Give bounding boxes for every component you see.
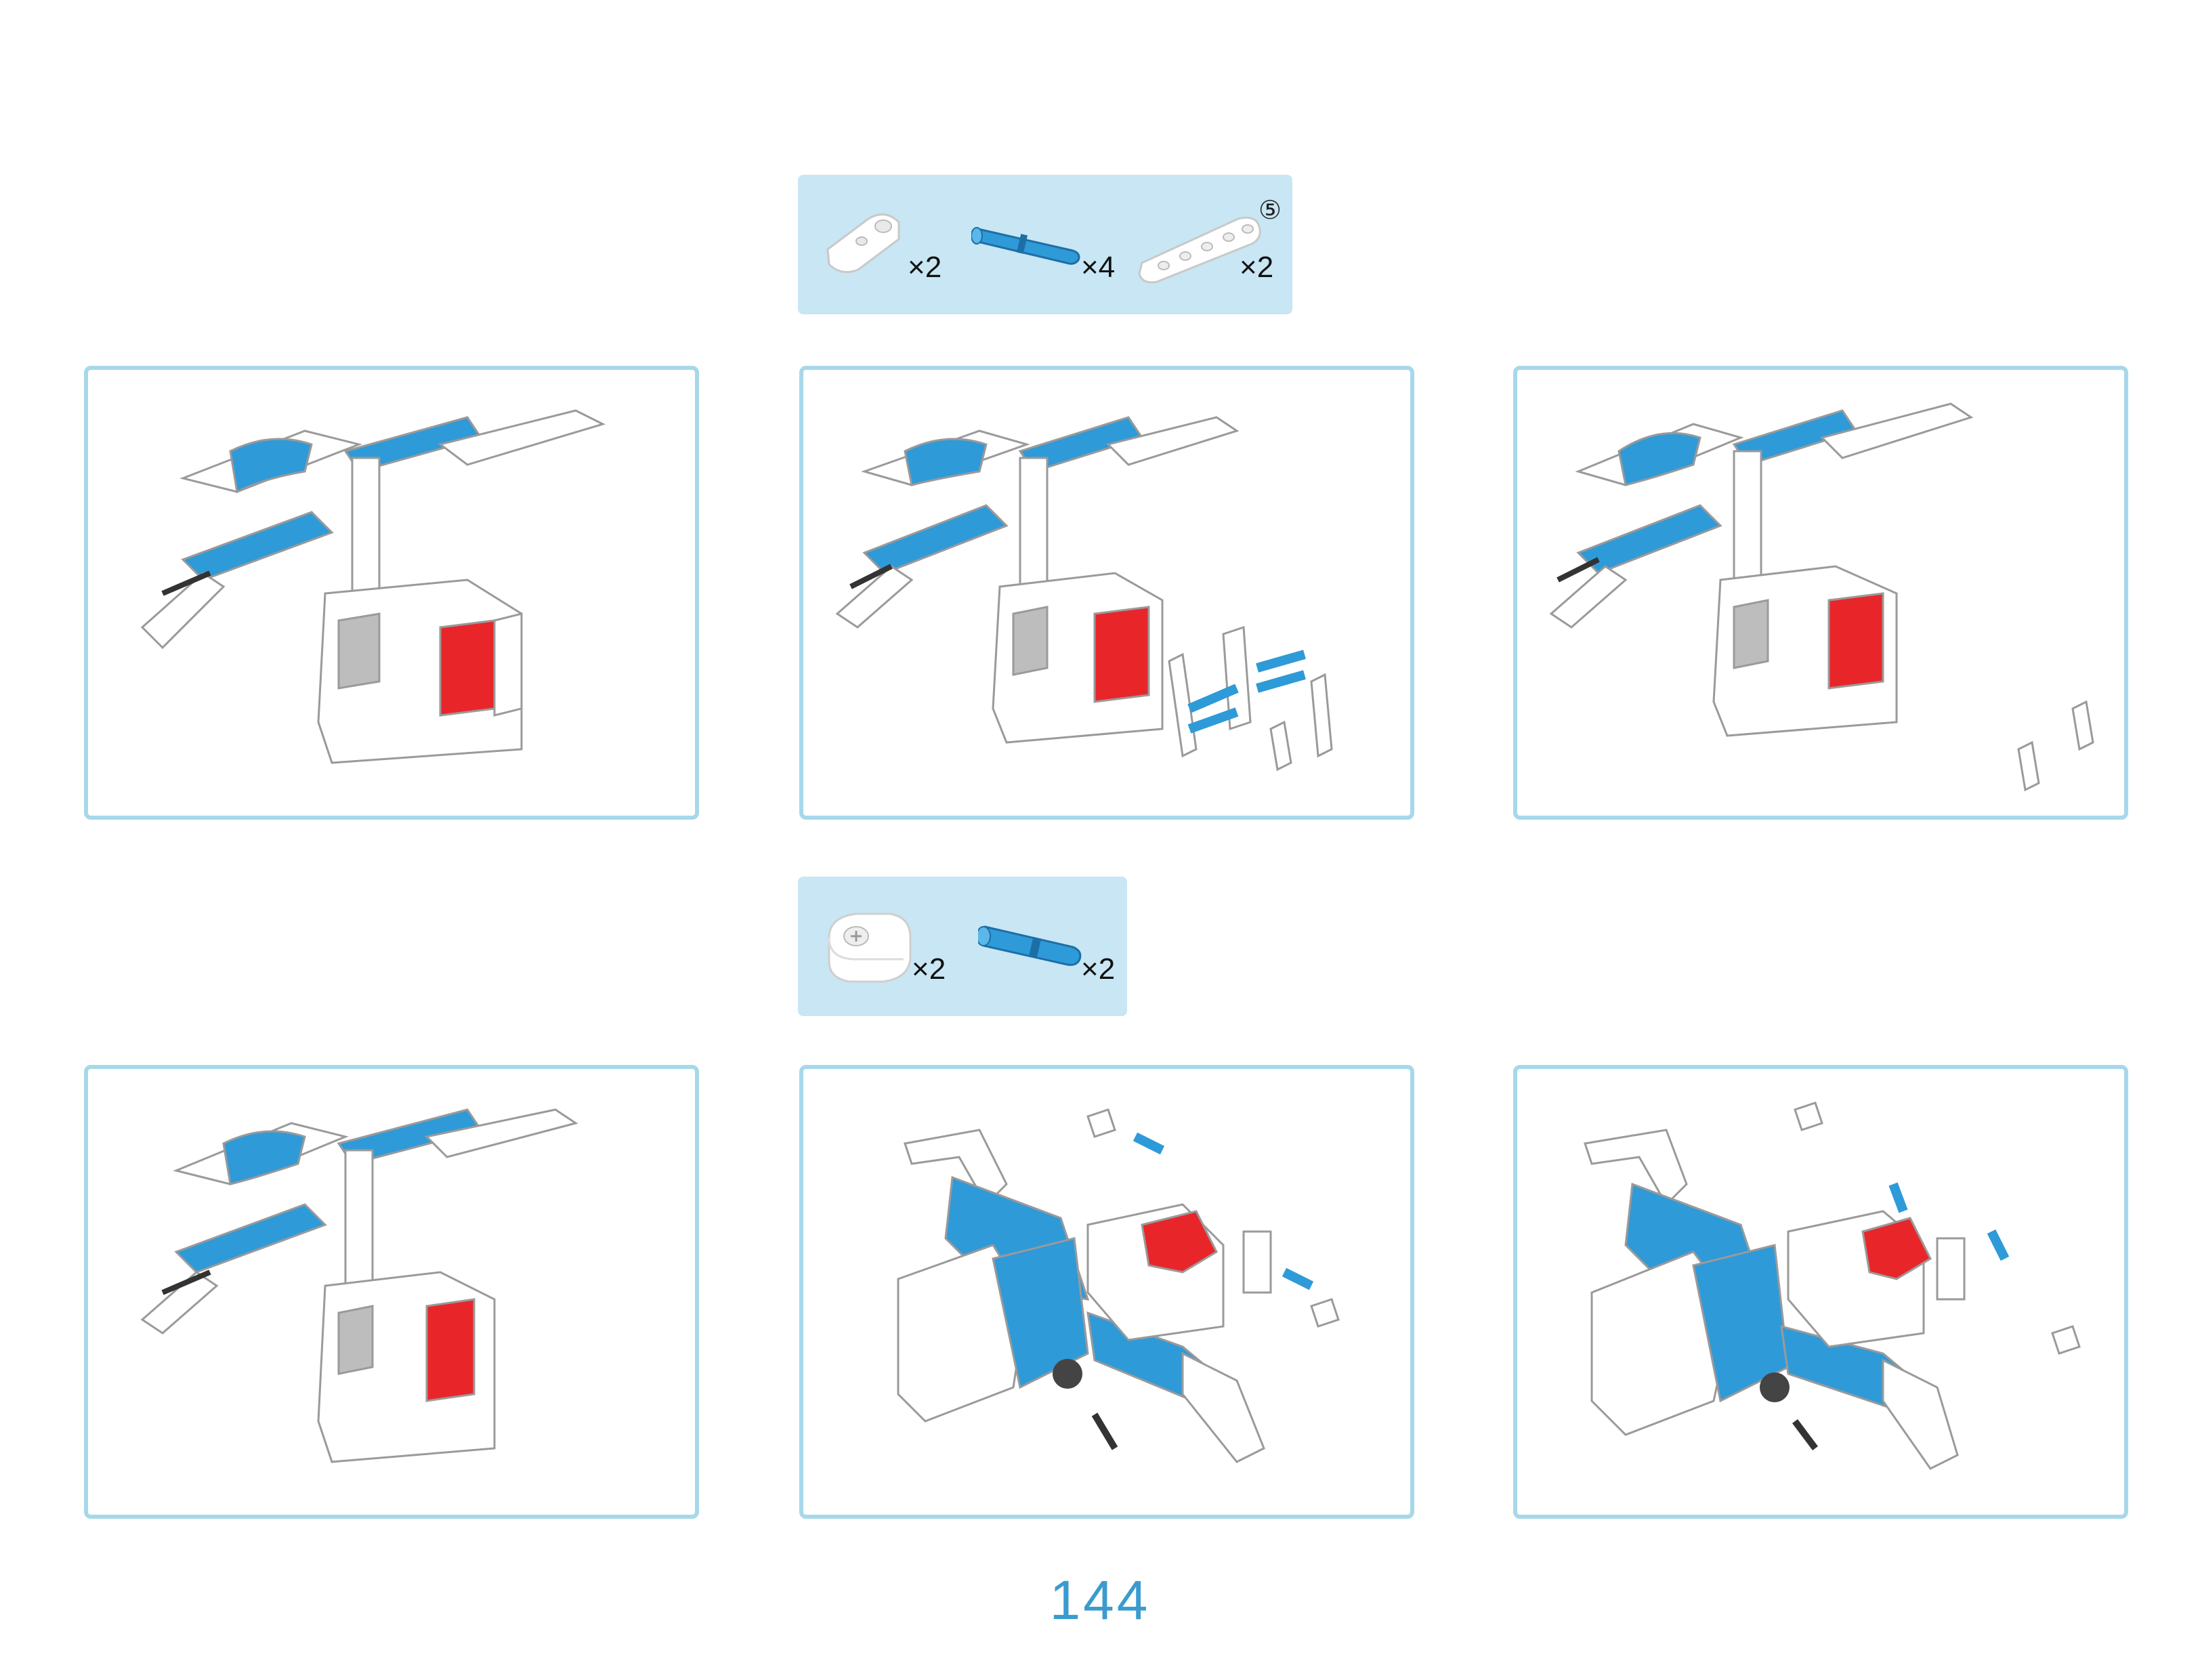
robot-assembly-illustration [1584, 1101, 2081, 1470]
robot-assembly-illustration [140, 1108, 578, 1463]
step-panel-1 [84, 366, 699, 820]
parts-box-bottom: ×2 ×2 [798, 877, 1127, 1016]
white-liftarm-5-icon [1138, 216, 1261, 283]
parts-box-top: ×2 ×4 ⑤ ×2 [798, 175, 1292, 314]
robot-assembly-illustration [835, 416, 1333, 772]
page-number: 144 [1049, 1570, 1151, 1631]
part-quantity: ×2 [1081, 952, 1116, 986]
step-panel-2 [799, 366, 1414, 820]
blue-axle-pin-icon [971, 227, 1080, 265]
part-quantity: ×2 [912, 952, 946, 986]
step-panel-5 [799, 1065, 1414, 1519]
white-cross-connector-icon [828, 912, 912, 983]
robot-assembly-illustration [897, 1108, 1340, 1463]
step-panel-4 [84, 1065, 699, 1519]
part-quantity: ×2 [908, 251, 942, 284]
step-panel-3 [1513, 366, 2128, 820]
blue-friction-pin-icon [978, 925, 1082, 966]
robot-assembly-illustration [1549, 402, 2094, 792]
part-quantity: ×4 [1081, 251, 1116, 284]
step-panel-6 [1513, 1065, 2128, 1519]
white-connector-beam-icon [826, 213, 900, 274]
part-quantity: ×2 [1240, 251, 1274, 284]
step-marker: ⑤ [1258, 195, 1282, 225]
robot-assembly-illustration [140, 409, 606, 764]
